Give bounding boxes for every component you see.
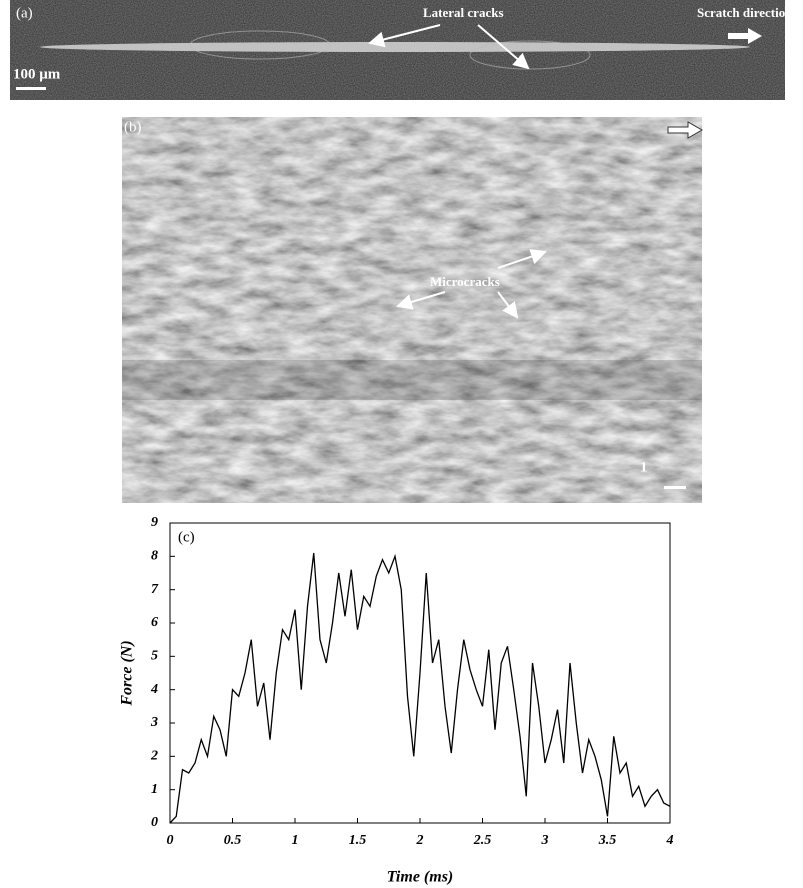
panel-b: (b) Microcracks 1 [122, 117, 704, 503]
x-tick-label: 2.5 [473, 833, 492, 848]
scale-bar [664, 486, 686, 489]
panel-label: (a) [16, 5, 33, 21]
y-tick-label: 2 [150, 749, 158, 764]
scale-label: 100 μm [13, 66, 61, 82]
scale-label: 1 [640, 459, 648, 475]
arrow [368, 24, 441, 48]
y-tick-label: 8 [151, 549, 158, 564]
scratch-track [40, 42, 750, 52]
x-tick-label: 4 [666, 833, 674, 848]
arrow [477, 24, 530, 70]
y-tick-label: 6 [151, 615, 158, 630]
annotation: Lateral cracks [423, 5, 504, 20]
x-tick-label: 0 [167, 833, 174, 848]
y-tick-label: 3 [150, 715, 158, 730]
x-tick-label: 1 [292, 833, 299, 848]
y-tick-label: 5 [151, 649, 158, 664]
y-tick-label: 0 [151, 815, 158, 830]
direction-label: Scratch direction [697, 5, 793, 20]
scale-bar [16, 87, 46, 90]
x-tick-label: 1.5 [349, 833, 367, 848]
y-tick-label: 4 [150, 682, 158, 697]
panel-label: (b) [124, 119, 142, 135]
x-axis-label: Time (ms) [387, 869, 454, 886]
y-tick-label: 7 [151, 582, 159, 597]
direction-arrow [728, 28, 762, 44]
direction-arrow [667, 121, 704, 139]
panel-a: (a) Lateral cracks Scratch direction 100… [10, 0, 793, 100]
arrow [497, 291, 519, 319]
y-tick-label: 9 [151, 515, 158, 530]
panel-c: (c) Time (ms) Force (N) 0 1 2 3 4 5 6 7 8 9 0 0.5 1 1… [119, 515, 674, 885]
crack-region [189, 30, 331, 60]
data-line [169, 552, 671, 824]
annotation: Microcracks [430, 274, 500, 289]
crack-region [469, 40, 591, 70]
arrow [396, 291, 446, 310]
panel-label: (c) [178, 529, 195, 545]
y-tick-label: 1 [151, 782, 158, 797]
x-tick-label: 3.5 [598, 833, 617, 848]
y-axis-label: Force (N) [119, 640, 136, 706]
x-tick-label: 2 [416, 833, 424, 848]
sem-band [122, 360, 702, 400]
sem-image [122, 117, 702, 503]
x-tick-label: 0.5 [224, 833, 242, 848]
arrow [497, 248, 547, 269]
x-tick-label: 3 [541, 833, 549, 848]
